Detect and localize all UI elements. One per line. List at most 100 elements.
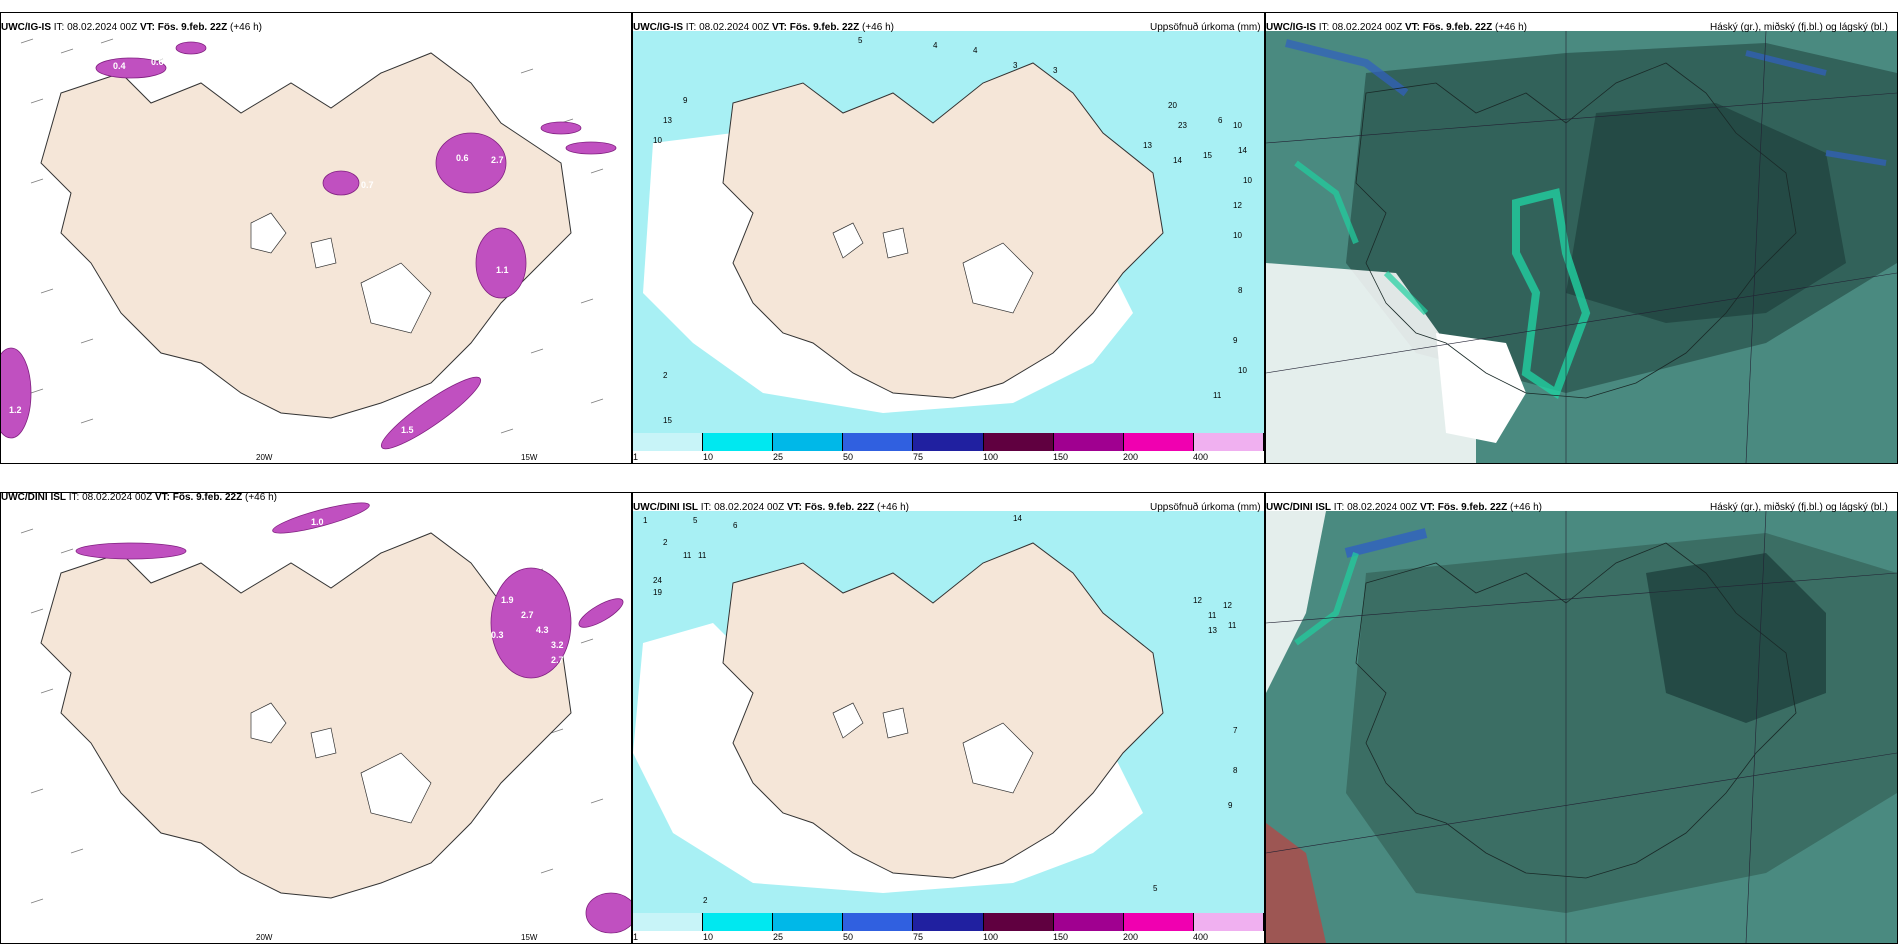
snow-label: 4.3 bbox=[536, 625, 549, 635]
snow-label: 2.7 bbox=[551, 655, 564, 665]
product-title-5: Uppsöfnuð úrkoma (mm) bbox=[1150, 502, 1261, 513]
precip-label: 15 bbox=[663, 416, 672, 425]
precip-label: 7 bbox=[1233, 726, 1238, 735]
precip-label: 19 bbox=[653, 588, 662, 597]
colorbar-cell bbox=[633, 433, 704, 451]
colorbar-cell bbox=[1053, 433, 1124, 451]
colorbar-cell bbox=[983, 913, 1054, 931]
precip-label: 13 bbox=[1208, 626, 1217, 635]
snow-label: 1.0 bbox=[311, 517, 324, 527]
panel-header-1: UWC/IG-IS IT: 08.02.2024 00Z VT: Fös. 9.… bbox=[1, 22, 262, 33]
precip-label: 2 bbox=[663, 538, 668, 547]
precip-label: 3 bbox=[1013, 61, 1018, 70]
precip-label: 4 bbox=[933, 41, 938, 50]
colorbar-cell bbox=[1193, 913, 1264, 931]
precip-label: 10 bbox=[1243, 176, 1252, 185]
colorbar bbox=[633, 913, 1264, 931]
precip-label: 15 bbox=[1203, 151, 1212, 160]
precip-label: 3 bbox=[1053, 66, 1058, 75]
precip-label: 9 bbox=[1233, 336, 1238, 345]
precip-label: 4 bbox=[973, 46, 978, 55]
snow-label: 2.7 bbox=[521, 610, 534, 620]
panel-wind-snow-top: 0.4 0.6 2.7 0.6 1.1 0.7 1.5 1.2 20W 15W bbox=[0, 12, 632, 464]
precip-label: 11 bbox=[1208, 611, 1217, 620]
precip-label: 9 bbox=[683, 96, 688, 105]
colorbar-cell bbox=[703, 433, 774, 451]
lon-label-20w: 20W bbox=[256, 933, 273, 942]
snow-label: 1.5 bbox=[401, 425, 414, 435]
precip-label: 2 bbox=[663, 371, 668, 380]
snow-label: 0.4 bbox=[481, 885, 494, 895]
snow-label: 0.4 bbox=[113, 61, 126, 71]
precip-label: 14 bbox=[1013, 514, 1022, 523]
precip-label: 14 bbox=[1238, 146, 1247, 155]
model-name: UWC/IG-IS bbox=[1266, 22, 1316, 33]
snow-label: 0.3 bbox=[491, 630, 504, 640]
model-name: UWC/IG-IS bbox=[633, 22, 683, 33]
precip-label: 10 bbox=[1233, 231, 1242, 240]
precip-label: 10 bbox=[1238, 366, 1247, 375]
precip-label: 5 bbox=[693, 516, 698, 525]
panel-header-3: UWC/IG-IS IT: 08.02.2024 00Z VT: Fös. 9.… bbox=[1266, 22, 1527, 33]
precip-label: 12 bbox=[1223, 601, 1232, 610]
model-name: UWC/DINI ISL bbox=[1266, 502, 1331, 513]
precip-label: 24 bbox=[653, 576, 662, 585]
snow-label: 0.6 bbox=[151, 57, 164, 67]
colorbar-cell bbox=[913, 433, 984, 451]
colorbar-cell bbox=[843, 433, 914, 451]
model-name: UWC/IG-IS bbox=[1, 22, 51, 33]
colorbar-cell bbox=[773, 913, 844, 931]
precip-label: 5 bbox=[1153, 884, 1158, 893]
colorbar-cell bbox=[1123, 913, 1194, 931]
colorbar-cell bbox=[1193, 433, 1264, 451]
panel-header-2: UWC/IG-IS IT: 08.02.2024 00Z VT: Fös. 9.… bbox=[633, 22, 894, 33]
colorbar-cell bbox=[913, 913, 984, 931]
precip-label: 13 bbox=[1143, 141, 1152, 150]
colorbar bbox=[633, 433, 1264, 451]
map-precip-bottom: 1 5 6 2 11 11 14 24 19 12 11 12 13 11 7 … bbox=[633, 511, 1264, 913]
panel-precip-top: 5 4 4 3 3 9 13 10 20 23 6 10 13 14 15 14… bbox=[632, 12, 1265, 464]
colorbar-cell bbox=[633, 913, 704, 931]
precip-label: 11 bbox=[683, 551, 692, 560]
lon-label-20w: 20W bbox=[256, 453, 273, 462]
colorbar-cell bbox=[703, 913, 774, 931]
precip-label: 12 bbox=[1233, 201, 1242, 210]
colorbar-cell bbox=[843, 913, 914, 931]
colorbar-cell bbox=[1123, 433, 1194, 451]
precip-label: 5 bbox=[858, 36, 863, 45]
precip-label: 8 bbox=[1233, 766, 1238, 775]
precip-label: 9 bbox=[1228, 801, 1233, 810]
panel-header-6: UWC/DINI ISL IT: 08.02.2024 00Z VT: Fös.… bbox=[1266, 502, 1542, 513]
snow-label: 1.1 bbox=[496, 265, 509, 275]
colorbar-ticks: 1 10 25 50 75 100 150 200 400 bbox=[633, 452, 1209, 462]
colorbar-cell bbox=[1053, 913, 1124, 931]
colorbar-cell bbox=[983, 433, 1054, 451]
product-title-6: Háský (gr.), miðský (fj.bl.) og lágský (… bbox=[1710, 502, 1888, 513]
precip-label: 23 bbox=[1178, 121, 1187, 130]
precip-label: 10 bbox=[653, 136, 662, 145]
precip-label: 1 bbox=[643, 516, 648, 525]
colorbar-ticks: 1 10 25 50 75 100 150 200 400 bbox=[633, 932, 1209, 942]
precip-label: 12 bbox=[1193, 596, 1202, 605]
precip-label: 8 bbox=[1238, 286, 1243, 295]
precip-label: 6 bbox=[1218, 116, 1223, 125]
panel-clouds-top bbox=[1265, 12, 1898, 464]
panel-clouds-bottom bbox=[1265, 492, 1898, 944]
product-title-3: Háský (gr.), miðský (fj.bl.) og lágský (… bbox=[1710, 22, 1888, 33]
map-wind-snow-top: 0.4 0.6 2.7 0.6 1.1 0.7 1.5 1.2 bbox=[1, 38, 617, 450]
precip-label: 11 bbox=[1228, 621, 1237, 630]
precip-label: 10 bbox=[1233, 121, 1242, 130]
precip-label: 11 bbox=[1213, 391, 1222, 400]
map-precip-top: 5 4 4 3 3 9 13 10 20 23 6 10 13 14 15 14… bbox=[633, 31, 1264, 433]
snow-label: 1.9 bbox=[501, 595, 514, 605]
map-clouds-top bbox=[1266, 30, 1897, 463]
colorbar-cell bbox=[773, 433, 844, 451]
panel-precip-bottom: 1 5 6 2 11 11 14 24 19 12 11 12 13 11 7 … bbox=[632, 492, 1265, 944]
precip-label: 11 bbox=[698, 551, 707, 560]
snow-label: 0.7 bbox=[361, 180, 374, 190]
panel-wind-snow-bottom: 1.0 4.7 1.9 2.7 4.3 3.2 2.7 0.3 0.4 20W … bbox=[0, 492, 632, 944]
snow-label: 1.2 bbox=[9, 405, 22, 415]
map-clouds-bottom bbox=[1266, 510, 1897, 943]
map-wind-snow-bottom: 1.0 4.7 1.9 2.7 4.3 3.2 2.7 0.3 0.4 bbox=[20, 502, 631, 934]
snow-label: 2.7 bbox=[491, 155, 504, 165]
